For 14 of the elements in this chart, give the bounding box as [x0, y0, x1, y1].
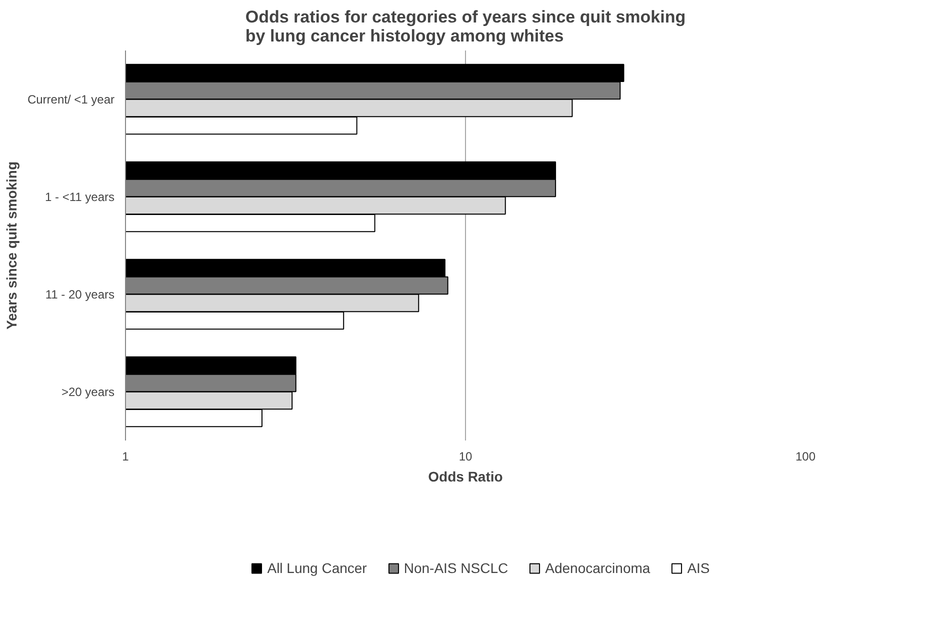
chart-title: Odds ratios for categories of years since quit smoking by lung cancer histology among whites: [245, 8, 686, 46]
x-tick-label: 10: [458, 450, 472, 464]
y-tick-label: 1 - <11 years: [45, 190, 115, 204]
y-tick-label: >20 years: [61, 384, 115, 399]
legend-label: AIS: [687, 560, 710, 576]
x-tick-label: 1: [122, 450, 130, 464]
x-axis-title: Odds Ratio: [428, 468, 503, 484]
legend-label: All Lung Cancer: [267, 560, 367, 576]
legend-label: Adenocarcinoma: [545, 560, 650, 576]
x-tick-label: 100: [795, 450, 816, 464]
y-tick-label: Current/ <1 year: [27, 92, 115, 106]
y-tick-label: 11 - 20 years: [45, 287, 115, 302]
y-axis-title: Years since quit smoking: [3, 161, 20, 330]
legend-label: Non-AIS NSCLC: [404, 560, 508, 576]
